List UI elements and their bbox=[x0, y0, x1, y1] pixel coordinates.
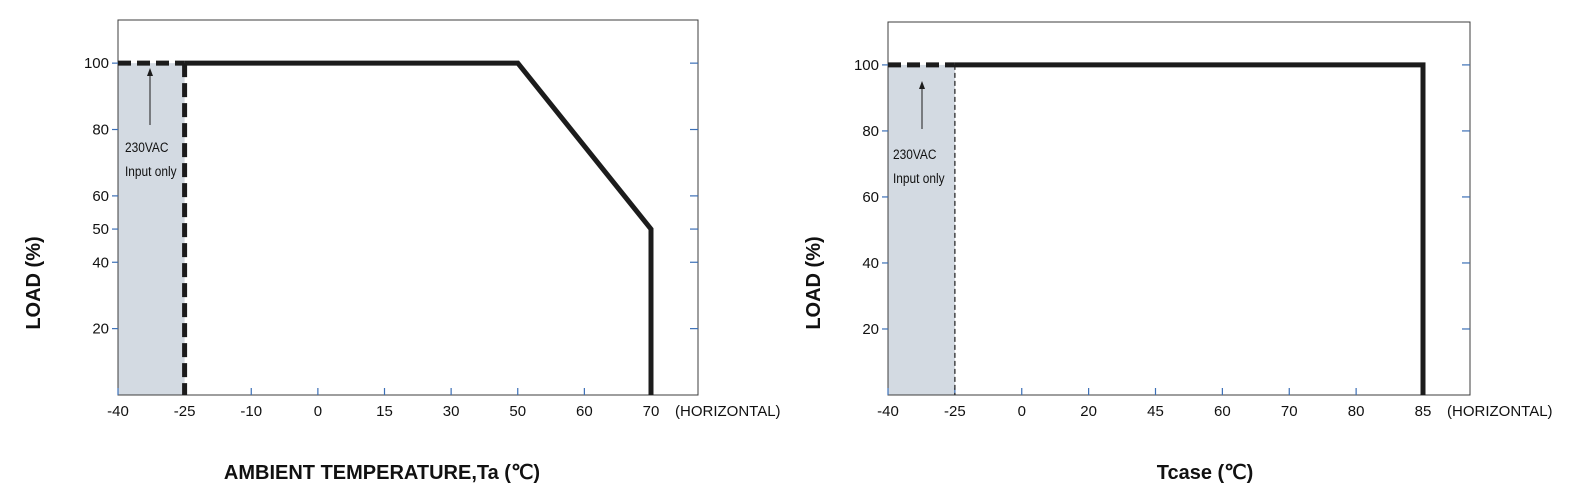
y-tick-label: 20 bbox=[862, 321, 879, 338]
chart-marks: -40 -25 0 20 45 60 70 80 85 100 80 60 40 20 230VAC Inpu… bbox=[854, 21, 1471, 420]
shaded-region bbox=[118, 63, 185, 395]
x-tick-label: -25 bbox=[944, 403, 966, 420]
chart-marks: -40 -25 -10 0 15 30 50 60 70 100 80 60 50 40 20 230VAC I… bbox=[84, 19, 699, 420]
y-axis-label: LOAD (%) bbox=[803, 236, 825, 329]
x-axis-label: AMBIENT TEMPERATURE,Ta (℃) bbox=[224, 462, 540, 484]
x-axis-label: Tcase (℃) bbox=[1157, 462, 1254, 484]
y-axis-label: LOAD (%) bbox=[23, 236, 45, 329]
x-tick-label: 60 bbox=[576, 403, 593, 420]
x-tick-label: 70 bbox=[1281, 403, 1298, 420]
x-tick-label: 70 bbox=[643, 403, 660, 420]
annotation-text: Input only bbox=[893, 170, 945, 186]
x-tick-label: 85 bbox=[1415, 403, 1432, 420]
x-tick-label: 0 bbox=[1018, 403, 1026, 420]
x-tick-label: 45 bbox=[1147, 403, 1164, 420]
plot-frame bbox=[887, 21, 1471, 396]
derating-chart-tcase: -40 -25 0 20 45 60 70 80 85 100 80 60 40 20 230VAC Inpu… bbox=[803, 21, 1553, 484]
x-tick-label: 0 bbox=[314, 403, 322, 420]
x-tick-label: -40 bbox=[107, 403, 129, 420]
x-axis-note: (HORIZONTAL) bbox=[675, 403, 781, 420]
x-tick-label: 30 bbox=[443, 403, 460, 420]
derating-line-solid bbox=[184, 60, 654, 395]
annotation-text: Input only bbox=[125, 163, 177, 179]
x-tick-label: -25 bbox=[174, 403, 196, 420]
derating-line-solid bbox=[954, 62, 1426, 395]
annotation-arrow-head bbox=[147, 68, 153, 76]
y-tick-label: 100 bbox=[854, 57, 879, 74]
y-tick-label: 80 bbox=[92, 122, 109, 139]
x-axis-note: (HORIZONTAL) bbox=[1447, 403, 1553, 420]
derating-chart-ambient-temperature: -40 -25 -10 0 15 30 50 60 70 100 80 60 50 40 20 230VAC I… bbox=[23, 19, 781, 484]
annotation-arrow-head bbox=[919, 81, 925, 89]
x-tick-label: 15 bbox=[376, 403, 393, 420]
y-tick-label: 60 bbox=[92, 188, 109, 205]
x-tick-label: 60 bbox=[1214, 403, 1231, 420]
y-tick-label: 60 bbox=[862, 189, 879, 206]
y-tick-label: 40 bbox=[92, 254, 109, 271]
y-tick-label: 40 bbox=[862, 255, 879, 272]
x-tick-label: -10 bbox=[240, 403, 262, 420]
shaded-region bbox=[888, 64, 955, 396]
x-tick-label: 80 bbox=[1348, 403, 1365, 420]
plot-frame bbox=[117, 19, 699, 396]
y-tick-label: 100 bbox=[84, 55, 109, 72]
y-tick-label: 50 bbox=[92, 221, 109, 238]
annotation-text: 230VAC bbox=[893, 146, 936, 162]
annotation-text: 230VAC bbox=[125, 139, 168, 155]
x-tick-label: 20 bbox=[1080, 403, 1097, 420]
x-tick-label: 50 bbox=[509, 403, 526, 420]
y-tick-label: 80 bbox=[862, 123, 879, 140]
y-tick-label: 20 bbox=[92, 321, 109, 338]
x-tick-label: -40 bbox=[877, 403, 899, 420]
